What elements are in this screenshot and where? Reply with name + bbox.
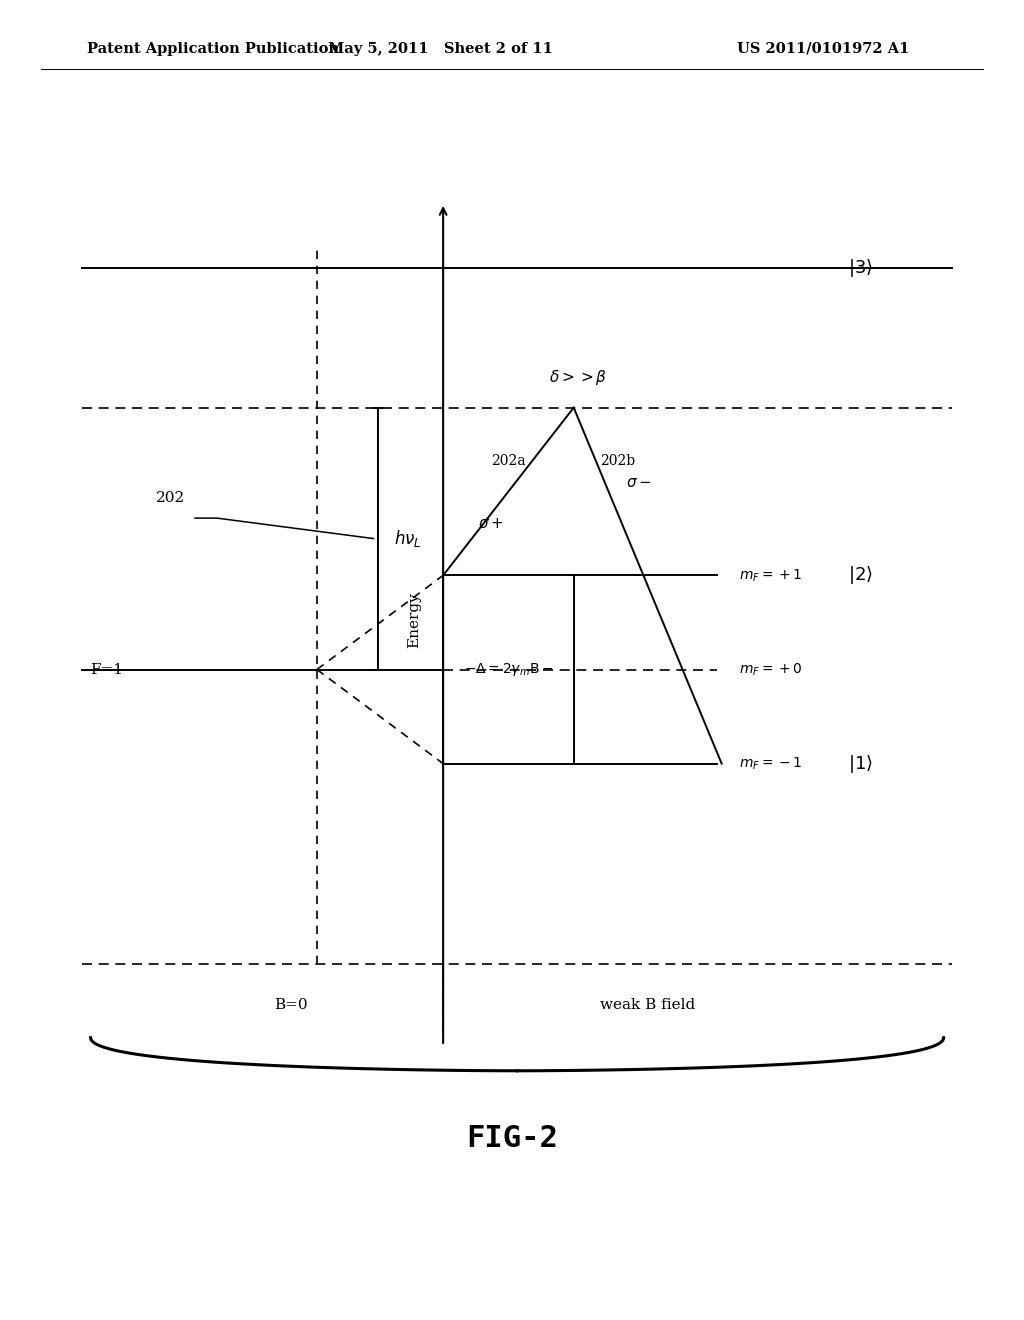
Text: F=1: F=1 (90, 663, 124, 677)
Text: $h\nu_L$: $h\nu_L$ (393, 528, 421, 549)
Text: FIG-2: FIG-2 (466, 1123, 558, 1152)
Text: $-\Delta=2\gamma_m\text{B}-$: $-\Delta=2\gamma_m\text{B}-$ (464, 661, 553, 678)
Text: B=0: B=0 (274, 998, 307, 1012)
Text: 202a: 202a (492, 454, 526, 467)
Text: weak B field: weak B field (600, 998, 695, 1012)
Text: 202: 202 (156, 491, 185, 504)
Text: Energy: Energy (408, 593, 422, 648)
Text: $m_F=+1$: $m_F=+1$ (739, 568, 802, 583)
Text: $\delta>>\beta$: $\delta>>\beta$ (549, 368, 607, 387)
Text: 202b: 202b (600, 454, 635, 467)
Text: US 2011/0101972 A1: US 2011/0101972 A1 (737, 42, 909, 55)
Text: $\sigma-$: $\sigma-$ (626, 477, 652, 490)
Text: Patent Application Publication: Patent Application Publication (87, 42, 339, 55)
Text: $m_F=+0$: $m_F=+0$ (739, 661, 803, 677)
Text: $|1\rangle$: $|1\rangle$ (848, 752, 872, 775)
Text: May 5, 2011   Sheet 2 of 11: May 5, 2011 Sheet 2 of 11 (328, 42, 553, 55)
Text: $\sigma+$: $\sigma+$ (478, 517, 504, 531)
Text: $|2\rangle$: $|2\rangle$ (848, 565, 872, 586)
Text: $m_F=-1$: $m_F=-1$ (739, 755, 802, 772)
Text: $|3\rangle$: $|3\rangle$ (848, 257, 872, 280)
